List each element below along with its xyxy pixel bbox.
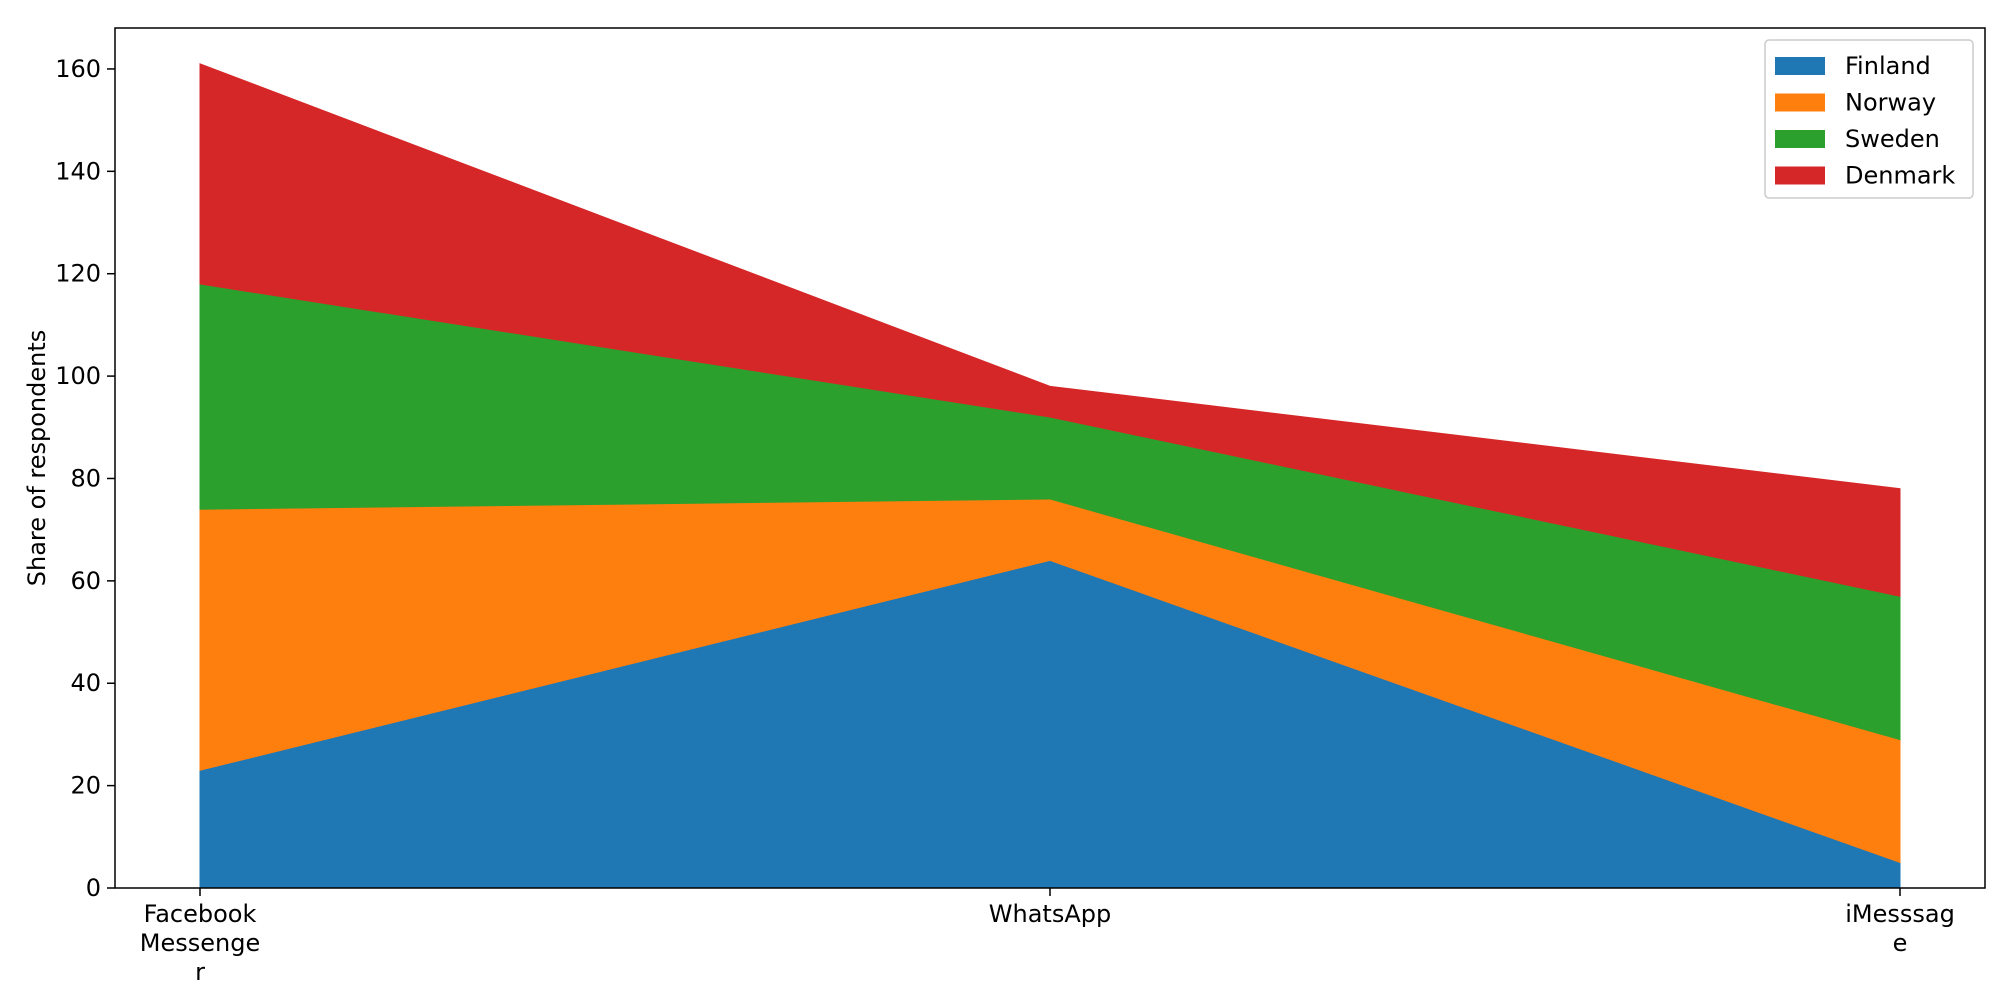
- x-tick-label: iMesssag e: [1845, 900, 1955, 957]
- legend-swatch-finland: [1775, 57, 1825, 75]
- area-layers: [199, 63, 1901, 889]
- legend-swatch-sweden: [1775, 130, 1825, 148]
- legend-label-denmark: Denmark: [1845, 162, 1955, 190]
- y-tick-label: 160: [55, 55, 101, 83]
- x-tick-label: WhatsApp: [989, 900, 1111, 928]
- legend-swatch-denmark: [1775, 166, 1825, 185]
- x-axis: Facebook Messenge r WhatsApp iMesssag e: [140, 888, 1955, 986]
- y-tick-label: 60: [70, 567, 101, 595]
- x-tick-label: Facebook Messenge r: [140, 900, 260, 986]
- y-tick-label: 20: [70, 772, 101, 800]
- y-tick-label: 40: [70, 669, 101, 697]
- legend: Finland Norway Sweden Denmark: [1764, 39, 1974, 199]
- y-tick-label: 120: [55, 260, 101, 288]
- legend-label-finland: Finland: [1845, 52, 1931, 80]
- legend-box: [1764, 39, 1974, 199]
- y-tick-label: 80: [70, 464, 101, 492]
- y-axis: 0 20 40 60 80 100 120 140 160: [55, 55, 115, 902]
- legend-swatch-norway: [1775, 93, 1825, 112]
- legend-label-sweden: Sweden: [1845, 125, 1940, 153]
- y-tick-label: 140: [55, 157, 101, 185]
- legend-label-norway: Norway: [1845, 89, 1936, 117]
- area-denmark: [199, 63, 1901, 597]
- y-axis-label: Share of respondents: [23, 330, 51, 587]
- y-tick-label: 100: [55, 362, 101, 390]
- y-tick-label: 0: [86, 874, 101, 902]
